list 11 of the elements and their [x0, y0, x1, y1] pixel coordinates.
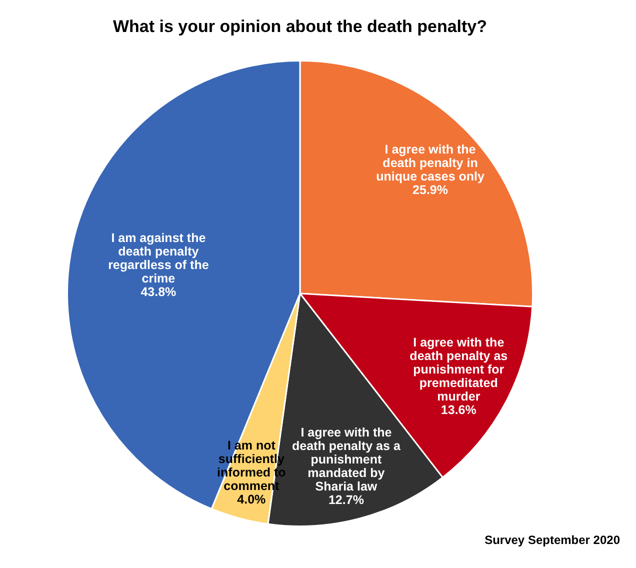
slice-label: I am against the death penalty regardless of the crime — [108, 231, 209, 286]
data-label: 25.9% — [412, 183, 448, 198]
data-label: 43.8% — [140, 285, 176, 300]
chart-title: What is your opinion about the death penalty? — [113, 16, 487, 36]
slice-label: I agree with the death penalty as a punishment mandated by Sharia law — [292, 425, 402, 494]
slice-label: I agree with the death penalty as punishment for premeditated murder — [410, 336, 508, 404]
data-label: 12.7% — [328, 492, 364, 507]
text: Survey September 2020 — [484, 533, 620, 547]
data-label: 4.0% — [237, 492, 266, 507]
data-label: 13.6% — [440, 403, 476, 418]
slice-label: I agree with the death penalty in unique cases only — [376, 142, 484, 184]
